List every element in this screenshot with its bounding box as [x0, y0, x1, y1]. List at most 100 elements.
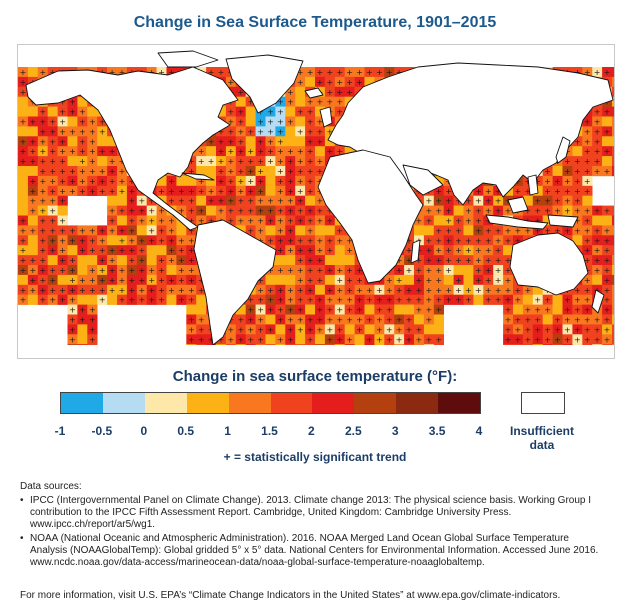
ocean-cell — [612, 225, 614, 236]
ocean-cell — [67, 235, 78, 246]
ocean-cell — [196, 215, 207, 226]
ocean-cell — [117, 235, 128, 246]
ocean-cell — [513, 304, 524, 315]
ocean-cell — [225, 116, 237, 127]
scale-tick-label: 0 — [140, 424, 148, 438]
significance-marker: + — [376, 286, 383, 295]
significance-marker: + — [366, 286, 373, 295]
ocean-cell — [443, 205, 454, 216]
significance-marker: + — [297, 157, 304, 166]
significance-marker: + — [346, 266, 353, 275]
ocean-cell — [315, 126, 326, 137]
significance-marker: + — [277, 127, 284, 136]
significance-marker: + — [257, 118, 264, 127]
significance-marker: + — [297, 325, 304, 334]
ocean-cell — [285, 106, 296, 117]
significance-marker: + — [336, 98, 343, 107]
significance-marker: + — [59, 197, 66, 206]
significance-marker: + — [237, 207, 244, 216]
ocean-cell — [37, 175, 48, 187]
ocean-cell — [117, 195, 128, 206]
significance-marker: + — [297, 197, 304, 206]
significance-marker: + — [544, 325, 551, 334]
ocean-cell — [97, 284, 108, 295]
significance-marker: + — [376, 306, 383, 315]
ocean-cell — [532, 304, 543, 315]
ocean-cell — [245, 195, 256, 206]
ocean-cell — [344, 274, 355, 286]
significance-marker: + — [435, 335, 442, 344]
significance-marker: + — [178, 236, 185, 245]
ocean-cell — [265, 294, 276, 305]
significance-marker: + — [247, 157, 254, 166]
ocean-cell — [394, 255, 405, 266]
significance-marker: + — [584, 296, 591, 305]
significance-marker: + — [79, 187, 86, 196]
ocean-cell — [612, 205, 614, 216]
ocean-cell — [562, 324, 573, 335]
ocean-cell — [67, 284, 78, 295]
ocean-cell — [77, 175, 88, 187]
significance-marker: + — [49, 118, 56, 127]
ocean-cell — [87, 245, 98, 256]
scale-tick-label: 3.5 — [428, 424, 446, 438]
significance-marker: + — [198, 207, 205, 216]
ocean-cell — [285, 175, 296, 187]
ocean-cell — [126, 215, 138, 226]
significance-marker: + — [178, 207, 185, 216]
ocean-cell — [582, 67, 593, 78]
arabian-peninsula — [402, 164, 444, 196]
significance-marker: + — [297, 236, 304, 245]
significance-marker: + — [89, 316, 96, 325]
ocean-cell — [275, 245, 286, 256]
ocean-cell — [255, 195, 266, 206]
ocean-cell — [37, 235, 48, 246]
ocean-cell — [107, 175, 118, 187]
scale-tick-label: 1.5 — [261, 424, 278, 438]
significance-marker: + — [604, 226, 611, 235]
significance-marker: + — [39, 256, 46, 265]
ocean-cell — [493, 245, 504, 256]
ocean-cell — [592, 146, 603, 157]
significance-marker: + — [435, 197, 442, 206]
significance-marker: + — [99, 147, 106, 156]
ocean-cell — [324, 245, 336, 256]
ocean-cell — [87, 284, 98, 295]
ocean-cell — [67, 334, 78, 345]
ocean-cell — [404, 255, 415, 266]
ocean-cell — [285, 255, 296, 266]
ocean-cell — [47, 235, 58, 246]
significance-marker: + — [237, 118, 244, 127]
ocean-cell — [176, 195, 187, 206]
ocean-cell — [57, 106, 68, 117]
map-svg: + + + + + + + + + + + + + + + + + + + + + + + ++ + + + + + + ++ + + + + ++ +… — [18, 50, 614, 358]
significance-marker: + — [188, 335, 195, 344]
ocean-cell — [156, 175, 167, 187]
significance-marker: + — [89, 157, 96, 166]
significance-marker: + — [495, 286, 502, 295]
significance-marker: + — [119, 177, 126, 186]
significance-marker: + — [277, 108, 284, 117]
significance-marker: + — [138, 296, 145, 305]
ocean-cell — [156, 225, 167, 236]
significance-marker: + — [346, 236, 353, 245]
ocean-cell — [315, 96, 326, 107]
ocean-cell — [146, 235, 157, 246]
significance-marker: + — [425, 266, 432, 275]
ocean-cell — [532, 215, 543, 226]
ocean-cell — [97, 156, 108, 167]
ocean-cell — [275, 156, 286, 167]
significance-marker: + — [148, 197, 155, 206]
significance-marker: + — [129, 246, 136, 255]
scale-swatch — [354, 393, 397, 413]
significance-marker: + — [425, 316, 432, 325]
significance-marker: + — [20, 236, 27, 245]
ocean-cell — [503, 245, 514, 256]
ocean-cell — [255, 284, 266, 295]
significance-marker: + — [49, 127, 56, 136]
ocean-cell — [344, 76, 355, 88]
ocean-cell — [176, 284, 187, 295]
significance-marker: + — [148, 207, 155, 216]
significance-marker: + — [505, 325, 512, 334]
ocean-cell — [582, 215, 593, 226]
